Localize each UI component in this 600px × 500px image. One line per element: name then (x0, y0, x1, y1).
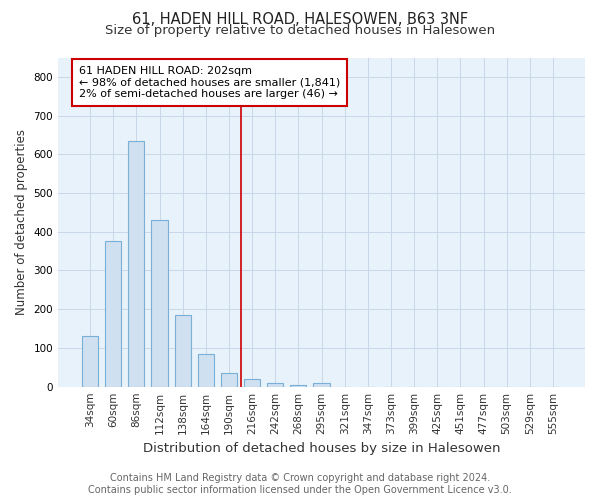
Bar (151, 220, 167, 386)
Bar (198, 354, 214, 386)
Text: 61, HADEN HILL ROAD, HALESOWEN, B63 3NF: 61, HADEN HILL ROAD, HALESOWEN, B63 3NF (132, 12, 468, 28)
Text: Size of property relative to detached houses in Halesowen: Size of property relative to detached ho… (105, 24, 495, 37)
Bar (267, 383, 283, 386)
Y-axis label: Number of detached properties: Number of detached properties (15, 129, 28, 315)
Bar (105, 242, 121, 386)
Bar (244, 379, 260, 386)
Bar (290, 384, 307, 386)
Bar (128, 141, 145, 386)
Bar (175, 315, 191, 386)
Bar (221, 373, 237, 386)
X-axis label: Distribution of detached houses by size in Halesowen: Distribution of detached houses by size … (143, 442, 500, 455)
Bar (313, 383, 329, 386)
Text: Contains HM Land Registry data © Crown copyright and database right 2024.
Contai: Contains HM Land Registry data © Crown c… (88, 474, 512, 495)
Text: 61 HADEN HILL ROAD: 202sqm
← 98% of detached houses are smaller (1,841)
2% of se: 61 HADEN HILL ROAD: 202sqm ← 98% of deta… (79, 66, 340, 99)
Bar (82, 336, 98, 386)
